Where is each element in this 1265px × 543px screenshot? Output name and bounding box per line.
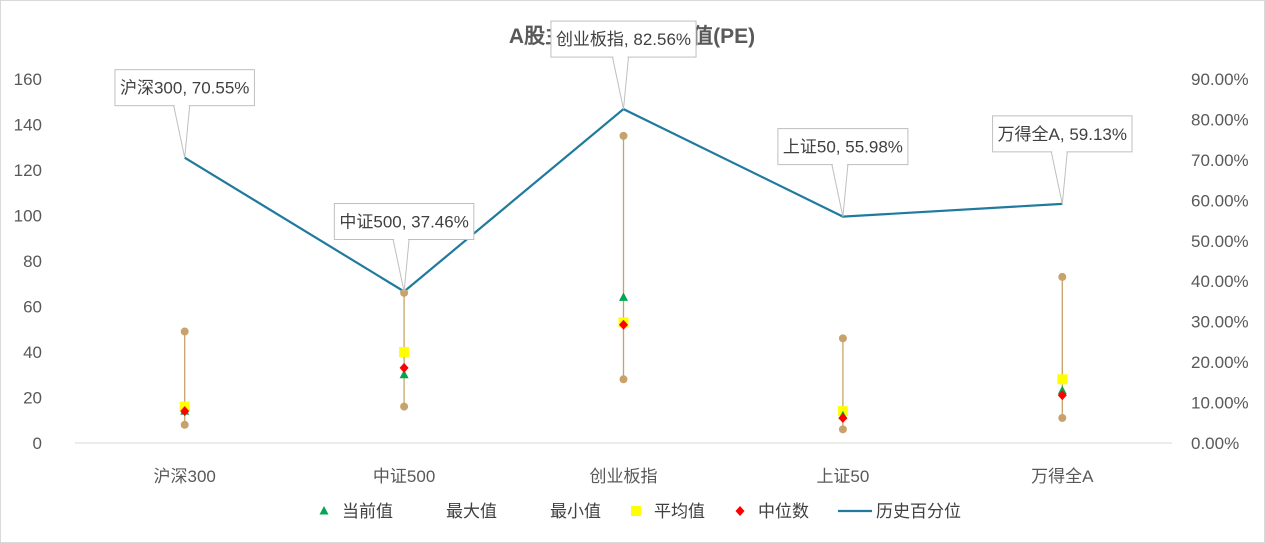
y-left-tick-label: 20 <box>23 389 42 408</box>
callout-label: 沪深300, 70.55% <box>120 79 249 98</box>
marker-diamond <box>180 406 190 417</box>
y-right-tick-label: 50.00% <box>1191 232 1249 251</box>
y-right-tick-label: 80.00% <box>1191 110 1249 129</box>
y-left-tick-label: 80 <box>23 252 42 271</box>
marker-circle <box>1058 272 1067 281</box>
y-right-tick-label: 20.00% <box>1191 353 1249 372</box>
marker-triangle <box>399 369 409 379</box>
marker-circle <box>838 425 847 434</box>
legend-label: 最小值 <box>550 502 601 521</box>
callout-label: 上证50, 55.98% <box>783 138 903 157</box>
x-axis: 沪深300 中证500 创业板指 上证50 万得全A <box>154 467 1095 486</box>
legend: 当前值 最大值 最小值 平均值 中位数 历史百分位 <box>319 502 961 521</box>
y-left-tick-label: 140 <box>14 116 42 135</box>
data-callouts: 沪深300, 70.55% 中证500, 37.46% 创业板指, 82.56% 上证… <box>114 20 1133 292</box>
y-axis-left: 0 20 40 60 80 100 120 140 160 <box>14 70 42 453</box>
callout-leader <box>173 105 191 158</box>
marker-triangle <box>619 292 628 301</box>
callout-label: 万得全A, 59.13% <box>998 125 1127 144</box>
callout-leader <box>392 239 410 292</box>
marker-diamond <box>619 319 628 330</box>
y-left-tick-label: 100 <box>14 207 42 226</box>
legend-marker <box>735 506 745 516</box>
marker-square <box>1057 374 1068 385</box>
callout-leader <box>612 56 629 110</box>
marker-series <box>179 131 1068 434</box>
y-axis-right: 0.00% 10.00% 20.00% 30.00% 40.00% 50.00% 60.00… <box>1191 70 1249 453</box>
y-right-tick-label: 10.00% <box>1191 394 1249 413</box>
callout-box <box>550 20 697 58</box>
x-tick-label: 上证50 <box>816 467 869 486</box>
y-right-tick-label: 70.00% <box>1191 151 1249 170</box>
legend-label: 平均值 <box>654 502 705 521</box>
callout-label: 中证500, 37.46% <box>339 212 468 231</box>
marker-circle <box>838 334 847 343</box>
marker-diamond <box>1057 390 1067 401</box>
y-right-tick-label: 0.00% <box>1191 434 1239 453</box>
callout-box <box>114 69 255 107</box>
marker-triangle <box>1057 385 1067 395</box>
marker-diamond <box>838 412 848 423</box>
callout-leader <box>831 164 849 217</box>
marker-circle <box>400 402 409 411</box>
y-left-tick-label: 0 <box>33 434 42 453</box>
y-right-tick-label: 30.00% <box>1191 313 1249 332</box>
marker-circle <box>180 327 189 336</box>
y-left-tick-label: 60 <box>23 298 42 317</box>
marker-circle <box>619 131 628 140</box>
marker-square <box>399 347 410 357</box>
callout-leader <box>1050 151 1068 204</box>
callout-box <box>992 115 1133 153</box>
marker-circle <box>400 288 409 297</box>
marker-diamond <box>399 362 409 373</box>
marker-circle <box>1058 413 1067 422</box>
y-right-tick-label: 90.00% <box>1191 70 1249 89</box>
marker-circle <box>180 420 189 429</box>
legend-marker <box>631 506 641 516</box>
y-left-tick-label: 160 <box>14 70 42 89</box>
x-tick-label: 创业板指 <box>590 467 658 486</box>
x-tick-label: 万得全A <box>1031 467 1094 486</box>
marker-circle <box>619 375 628 384</box>
legend-marker <box>319 506 329 515</box>
y-right-tick-label: 40.00% <box>1191 272 1249 291</box>
callout-label: 创业板指, 82.56% <box>556 30 691 49</box>
legend-label: 中位数 <box>758 502 809 521</box>
y-left-tick-label: 120 <box>14 161 42 180</box>
x-tick-label: 沪深300 <box>154 467 216 486</box>
y-left-tick-label: 40 <box>23 343 42 362</box>
y-right-tick-label: 60.00% <box>1191 191 1249 210</box>
x-tick-label: 中证500 <box>373 467 435 486</box>
legend-label: 最大值 <box>446 502 497 521</box>
legend-label: 历史百分位 <box>876 502 961 521</box>
legend-label: 当前值 <box>342 502 393 521</box>
